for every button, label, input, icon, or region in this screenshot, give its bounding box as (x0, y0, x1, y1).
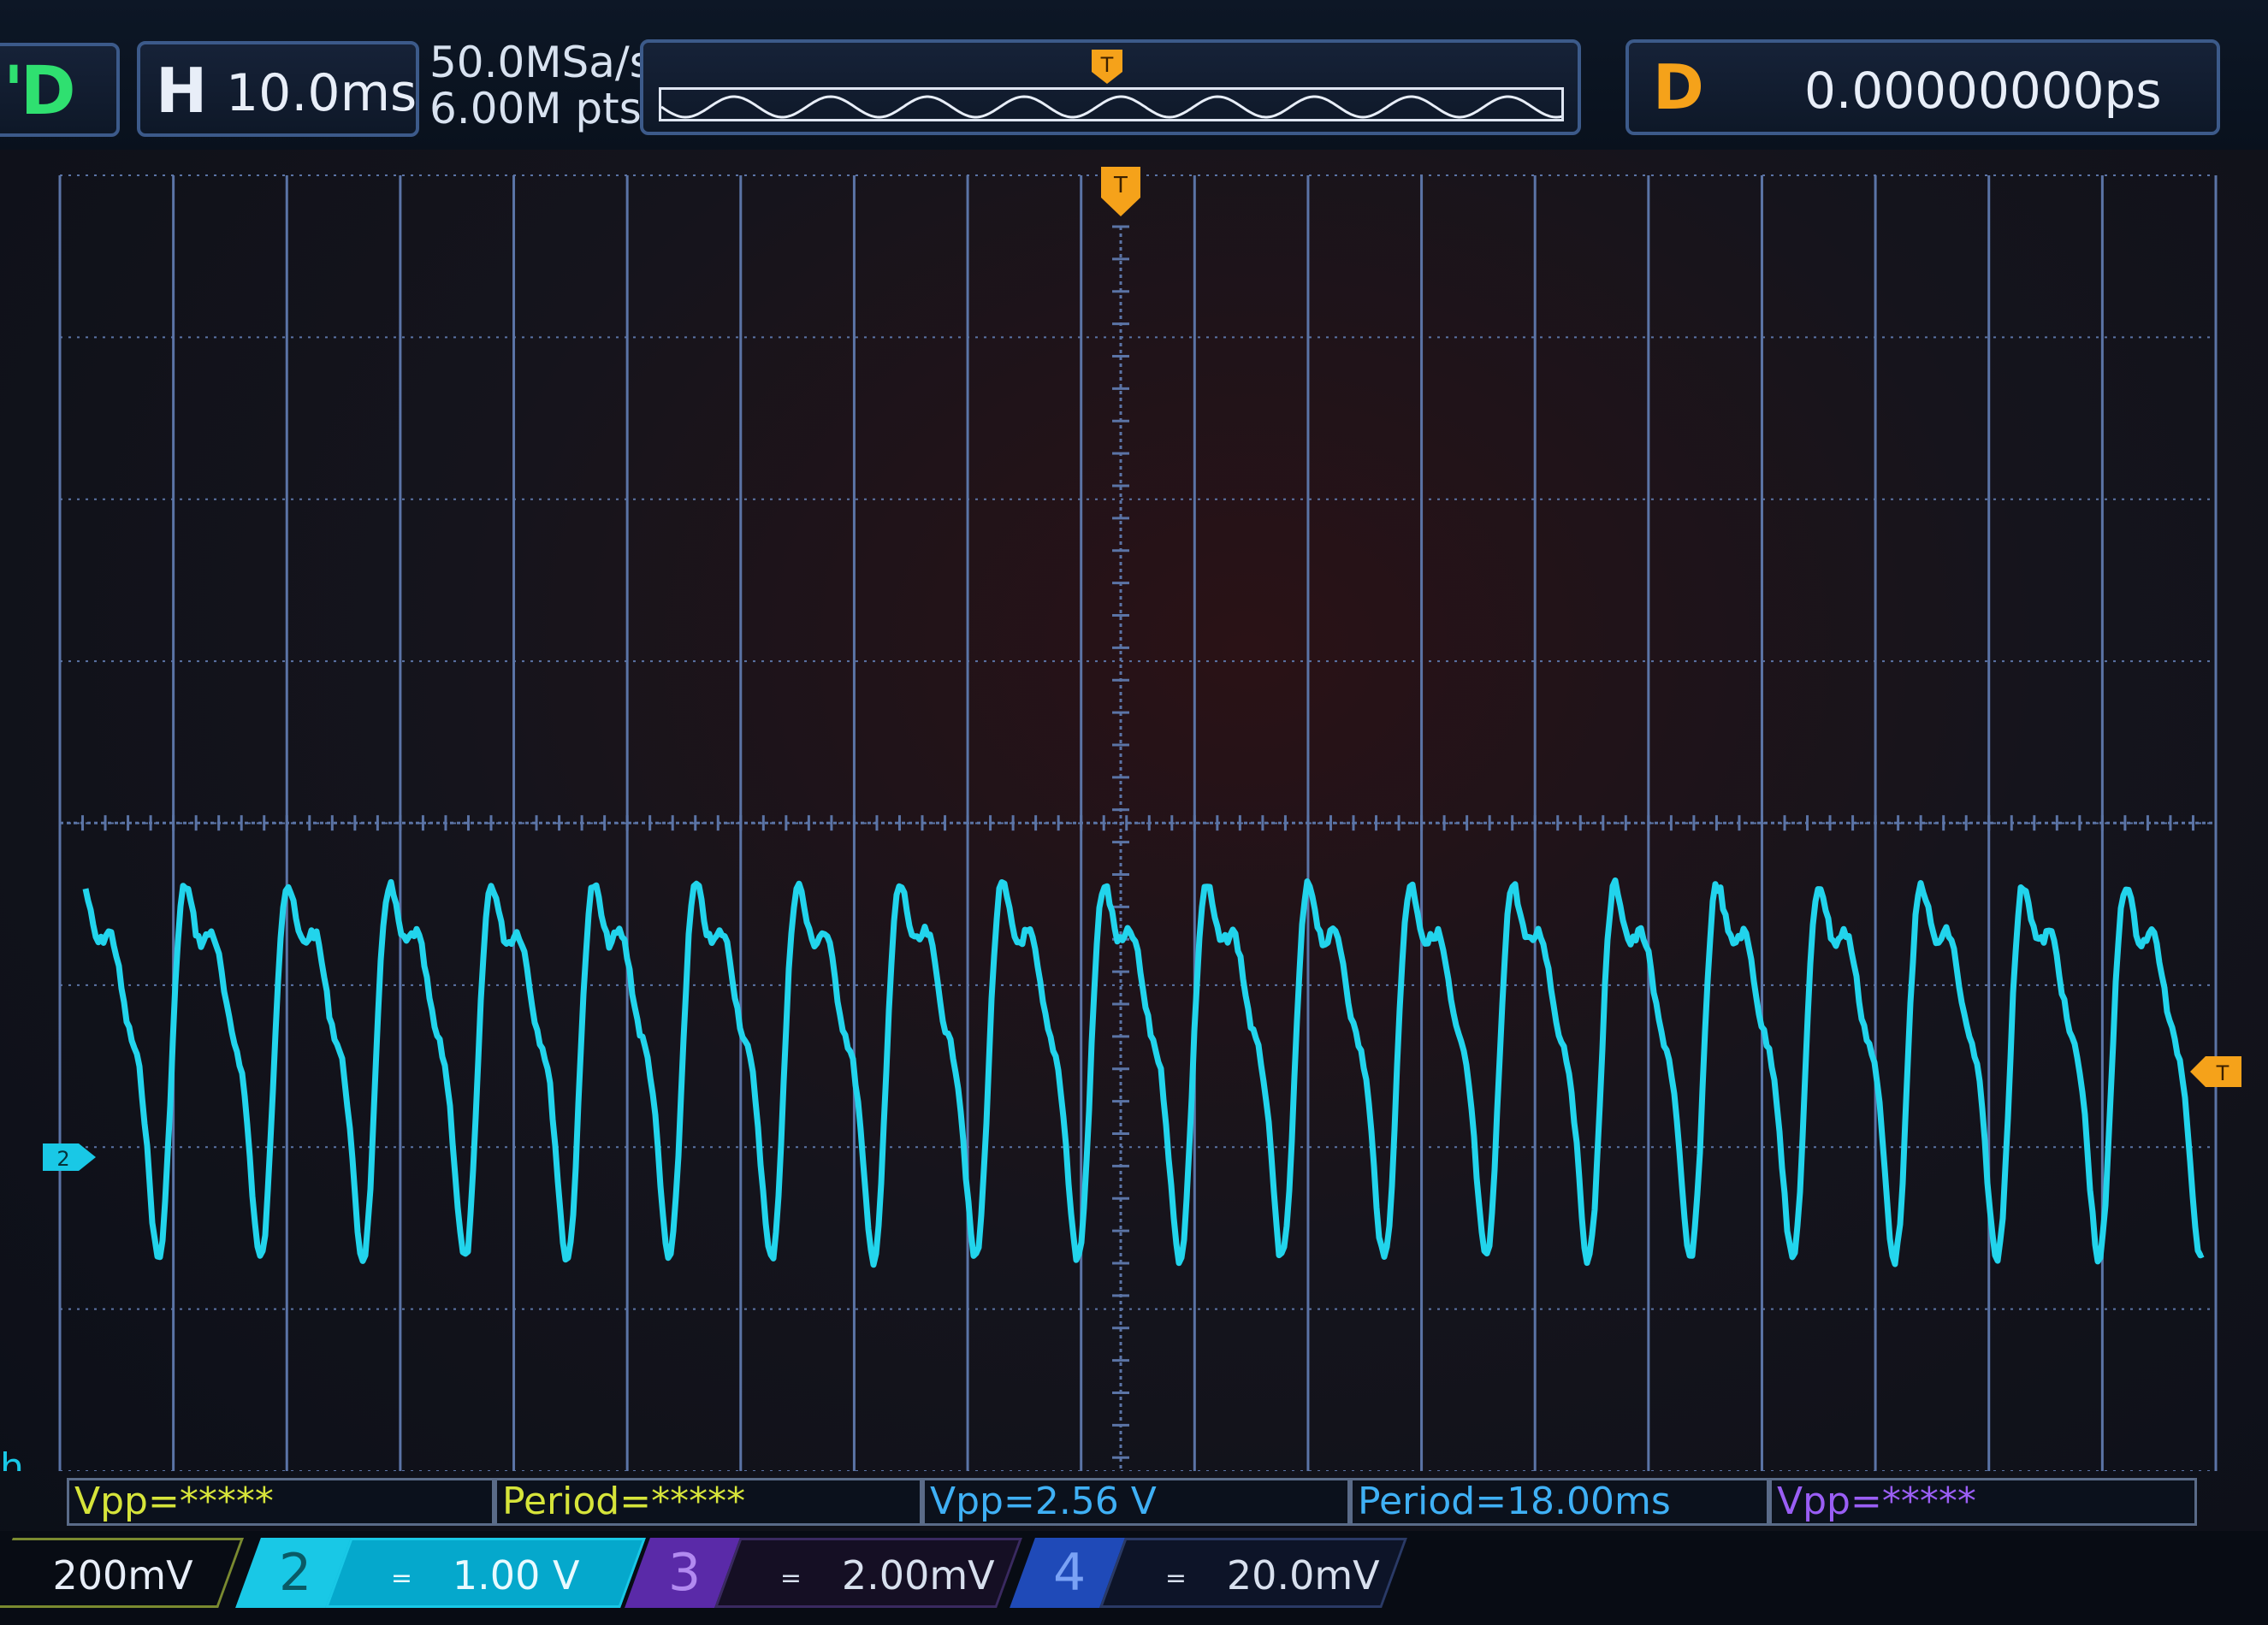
overview-trigger-icon: T (1092, 50, 1122, 84)
measurement-2[interactable]: Period=***** (494, 1478, 922, 1526)
status-bar: 'D H 10.0ms 50.0MSa/s 6.00M pts T D 0.00… (0, 0, 2268, 150)
channel-3-settings[interactable]: = 2.00mV (714, 1538, 1022, 1608)
channel-2-number: 2 (278, 1543, 312, 1603)
overview-window (659, 87, 1564, 121)
trigger-level-marker[interactable]: T (2190, 1056, 2241, 1087)
channel-4-scale: 20.0mV (1226, 1552, 1380, 1598)
channel-4-number: 4 (1052, 1543, 1087, 1603)
trigger-mode-text: 'D (3, 53, 76, 130)
channel-2-waveform-line (82, 877, 2205, 1268)
delay-label: D (1653, 51, 1704, 123)
left-edge-text: h (0, 1445, 24, 1471)
trigger-level-label: T (2216, 1061, 2230, 1085)
measurement-1[interactable]: Vpp=***** (67, 1478, 494, 1526)
horizontal-timebase-box[interactable]: H 10.0ms (137, 41, 419, 137)
measurement-5[interactable]: Vpp=***** (1769, 1478, 2197, 1526)
channel-3-number: 3 (667, 1543, 702, 1603)
timebase-value: 10.0ms (226, 63, 417, 123)
channel-2-trace (82, 877, 2205, 1268)
overview-wave (661, 95, 1561, 119)
channel-3-scale: 2.00mV (841, 1552, 995, 1598)
waveform-overview[interactable]: T (640, 39, 1581, 135)
trigger-position-marker[interactable]: T (1101, 167, 1140, 216)
measurement-3[interactable]: Vpp=2.56 V (922, 1478, 1350, 1526)
waveform-display[interactable]: T T 2 h (0, 150, 2268, 1471)
graticule (58, 174, 2218, 1471)
acquisition-info: 50.0MSa/s 6.00M pts (429, 39, 652, 132)
measurement-4[interactable]: Period=18.00ms (1350, 1478, 1769, 1526)
channel-4-settings[interactable]: = 20.0mV (1099, 1538, 1407, 1608)
channel-2-scale: 1.00 V (452, 1552, 580, 1598)
trigger-position-label: T (1113, 173, 1128, 198)
channel-2-reference-label: 2 (56, 1147, 69, 1171)
overview-trigger-label: T (1100, 53, 1114, 77)
channel-1-settings[interactable]: 200mV (0, 1538, 244, 1608)
trigger-mode-indicator[interactable]: 'D (0, 43, 120, 137)
horizontal-label: H (156, 55, 208, 127)
channel-4-coupling-icon: = (1164, 1563, 1187, 1593)
channel-2-settings[interactable]: = 1.00 V (325, 1538, 646, 1608)
delay-value: 0.00000000ps (1804, 62, 2162, 120)
channel-2-reference-marker[interactable]: 2 (43, 1143, 96, 1171)
channel-3-coupling-icon: = (779, 1563, 802, 1593)
delay-box[interactable]: D 0.00000000ps (1625, 39, 2220, 135)
channel-1-scale: 200mV (52, 1552, 193, 1598)
sample-rate: 50.0MSa/s (429, 38, 652, 87)
memory-depth: 6.00M pts (429, 84, 642, 133)
channel-2-coupling-icon: = (390, 1563, 413, 1593)
overview-wave-line (661, 95, 1561, 119)
